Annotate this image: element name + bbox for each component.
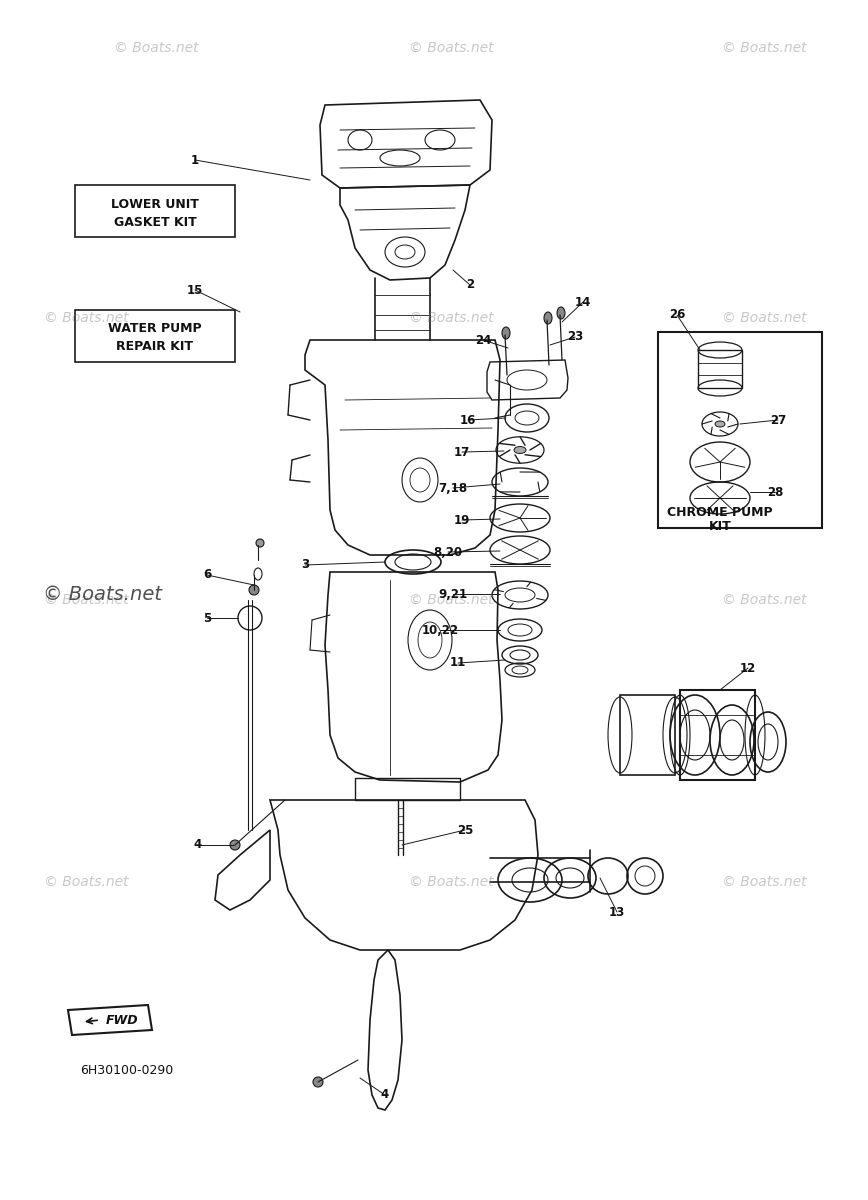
- Text: 6: 6: [203, 569, 211, 582]
- Bar: [75, 310, 235, 362]
- Text: 17: 17: [454, 445, 470, 458]
- Text: © Boats.net: © Boats.net: [409, 41, 494, 55]
- Text: 15: 15: [187, 283, 203, 296]
- Text: 14: 14: [575, 295, 591, 308]
- Text: 4: 4: [194, 839, 202, 852]
- Text: GASKET KIT: GASKET KIT: [114, 216, 196, 228]
- Bar: [680, 690, 755, 780]
- Text: WATER PUMP: WATER PUMP: [108, 323, 202, 336]
- Text: 8,20: 8,20: [433, 546, 463, 558]
- Text: 10,22: 10,22: [422, 624, 458, 636]
- Text: LOWER UNIT: LOWER UNIT: [111, 198, 199, 211]
- Text: © Boats.net: © Boats.net: [409, 875, 494, 889]
- Text: 13: 13: [608, 906, 625, 918]
- Text: 11: 11: [450, 656, 466, 670]
- Text: 12: 12: [740, 661, 756, 674]
- Ellipse shape: [544, 312, 552, 324]
- Text: 9,21: 9,21: [438, 588, 468, 600]
- Text: © Boats.net: © Boats.net: [409, 593, 494, 607]
- Text: © Boats.net: © Boats.net: [721, 593, 806, 607]
- Bar: [658, 332, 822, 528]
- Ellipse shape: [502, 326, 510, 338]
- Bar: [698, 350, 742, 388]
- Text: 27: 27: [770, 414, 786, 426]
- Text: 24: 24: [475, 334, 491, 347]
- Text: 2: 2: [466, 278, 474, 292]
- Bar: [75, 185, 235, 236]
- Ellipse shape: [230, 840, 240, 850]
- Text: © Boats.net: © Boats.net: [44, 875, 129, 889]
- Text: 19: 19: [454, 514, 470, 527]
- Text: 25: 25: [457, 823, 473, 836]
- Text: REPAIR KIT: REPAIR KIT: [116, 340, 194, 353]
- Text: © Boats.net: © Boats.net: [721, 875, 806, 889]
- Ellipse shape: [557, 307, 565, 319]
- Ellipse shape: [249, 584, 259, 595]
- Text: © Boats.net: © Boats.net: [721, 311, 806, 325]
- Text: © Boats.net: © Boats.net: [43, 584, 162, 604]
- Text: 7,18: 7,18: [438, 481, 468, 494]
- Bar: [620, 695, 675, 775]
- Text: 16: 16: [460, 414, 477, 426]
- Text: 23: 23: [567, 330, 583, 343]
- Ellipse shape: [256, 539, 264, 547]
- Text: 26: 26: [669, 308, 685, 322]
- Text: 5: 5: [203, 612, 211, 624]
- Text: 4: 4: [381, 1088, 389, 1102]
- Text: CHROME PUMP: CHROME PUMP: [667, 506, 773, 520]
- Text: © Boats.net: © Boats.net: [44, 311, 129, 325]
- Text: © Boats.net: © Boats.net: [114, 41, 199, 55]
- Text: © Boats.net: © Boats.net: [721, 41, 806, 55]
- Bar: [355, 778, 460, 800]
- Text: 1: 1: [191, 154, 199, 167]
- Text: KIT: KIT: [708, 520, 732, 533]
- Text: © Boats.net: © Boats.net: [44, 593, 129, 607]
- Text: FWD: FWD: [106, 1014, 138, 1027]
- Text: © Boats.net: © Boats.net: [409, 311, 494, 325]
- Ellipse shape: [313, 1078, 323, 1087]
- Text: 3: 3: [301, 558, 309, 571]
- Text: 28: 28: [766, 486, 783, 498]
- Ellipse shape: [514, 446, 526, 454]
- Text: 6H30100-0290: 6H30100-0290: [80, 1063, 174, 1076]
- Ellipse shape: [715, 421, 725, 427]
